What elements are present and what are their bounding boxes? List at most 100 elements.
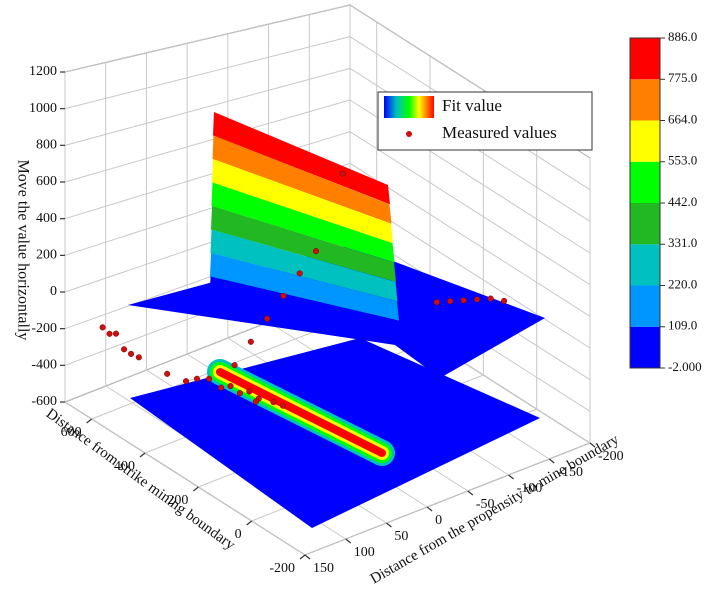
measured-point: [218, 384, 225, 391]
colorbar-band: [630, 326, 660, 368]
tick-mark: [304, 554, 311, 560]
measured-point: [312, 248, 320, 255]
colorbar-band: [630, 120, 660, 162]
surface-band: [210, 253, 399, 321]
y-tick-label: -50: [476, 497, 495, 512]
measured-point: [433, 299, 440, 306]
measured-point: [164, 370, 171, 377]
colorbar-label: 775.0: [668, 70, 697, 85]
colorbar-label: 442.0: [668, 194, 697, 209]
surface-band: [213, 112, 390, 205]
x-tick-label: 0: [235, 527, 242, 542]
measured-point: [182, 378, 190, 385]
measured-point: [99, 324, 106, 331]
tick-mark: [467, 490, 474, 496]
measured-point: [128, 350, 135, 357]
y-tick-label: -200: [598, 449, 624, 464]
measured-point: [270, 399, 277, 406]
colorbar-band: [630, 244, 660, 286]
y-tick-label: 100: [354, 545, 375, 560]
tick-mark: [246, 520, 253, 526]
z-tick-label: -600: [31, 394, 57, 409]
measured-point: [460, 297, 467, 304]
surface-band: [211, 182, 395, 263]
grid-line: [64, 401, 306, 556]
grid-line: [64, 131, 351, 220]
measured-point: [193, 375, 201, 382]
measured-point: [247, 338, 254, 345]
surface-band: [210, 229, 398, 302]
tick-mark: [548, 458, 555, 464]
measured-point: [264, 315, 271, 322]
measured-point: [279, 402, 286, 409]
x-tick-label: 400: [114, 459, 135, 474]
grid-line: [64, 36, 351, 110]
measured-point: [447, 298, 454, 305]
colorbar-label: 220.0: [668, 276, 697, 291]
measured-point: [231, 362, 238, 369]
z-tick-label: 600: [36, 174, 57, 189]
surface-band: [209, 276, 401, 340]
colorbar-band: [630, 38, 660, 80]
measured-point: [112, 330, 120, 337]
tick-mark: [589, 442, 596, 448]
colorbar-label: 331.0: [668, 235, 697, 250]
colorbar-band: [630, 79, 660, 121]
z-tick-label: 1000: [29, 101, 57, 116]
y-tick-label: -100: [517, 481, 543, 496]
measured-point: [339, 170, 346, 177]
z-tick-label: -200: [31, 321, 57, 336]
measured-point: [227, 382, 234, 390]
surface-band: [212, 159, 393, 244]
grid-line: [64, 99, 351, 183]
colorbar-label: 109.0: [668, 318, 697, 333]
colorbar-band: [630, 203, 660, 245]
y-tick-label: 0: [435, 513, 442, 528]
z-tick-label: 1200: [29, 64, 57, 79]
measured-point: [121, 346, 128, 353]
measured-point: [296, 270, 303, 277]
tick-mark: [86, 418, 93, 424]
x-tick-label: 200: [167, 493, 188, 508]
measured-point: [236, 390, 243, 397]
y-tick-label: 50: [394, 529, 408, 544]
z-tick-label: -400: [31, 358, 57, 373]
x-tick-label: -200: [269, 561, 295, 576]
legend-label: Measured values: [442, 123, 557, 142]
x-tick-label: 600: [61, 425, 82, 440]
measured-point: [487, 295, 494, 302]
measured-point: [135, 354, 142, 361]
tick-mark: [345, 538, 352, 544]
colorbar-band: [630, 161, 660, 203]
labels: -600-400-2000200400600800100012006004002…: [29, 64, 624, 576]
grid-line: [304, 442, 591, 556]
tick-mark: [426, 506, 433, 512]
legend-swatch: [384, 96, 434, 118]
measured-point: [280, 292, 287, 299]
measured-point: [246, 388, 253, 395]
tick-mark: [299, 554, 306, 560]
measured-point: [106, 330, 113, 337]
legend-label: Fit value: [442, 96, 502, 115]
measured-point: [474, 296, 481, 303]
points: [99, 170, 508, 409]
surface-band: [212, 135, 392, 224]
z-tick-label: 0: [50, 284, 57, 299]
tick-mark: [192, 486, 199, 492]
z-axis-label: Move the value horizontally: [14, 160, 31, 341]
z-tick-label: 800: [36, 138, 57, 153]
y-tick-label: 150: [313, 561, 334, 576]
y-tick-label: -150: [557, 465, 583, 480]
z-tick-label: 200: [36, 248, 57, 263]
tick-mark: [386, 522, 392, 528]
grid-line: [64, 4, 351, 73]
legend-marker: [406, 131, 412, 137]
colorbar-label: 886.0: [668, 29, 697, 44]
measured-point: [205, 375, 213, 382]
measured-point: [501, 297, 508, 304]
surface: [128, 112, 545, 528]
grid-line: [64, 67, 351, 146]
measured-point: [252, 398, 259, 405]
colorbar-label: 664.0: [668, 111, 697, 126]
